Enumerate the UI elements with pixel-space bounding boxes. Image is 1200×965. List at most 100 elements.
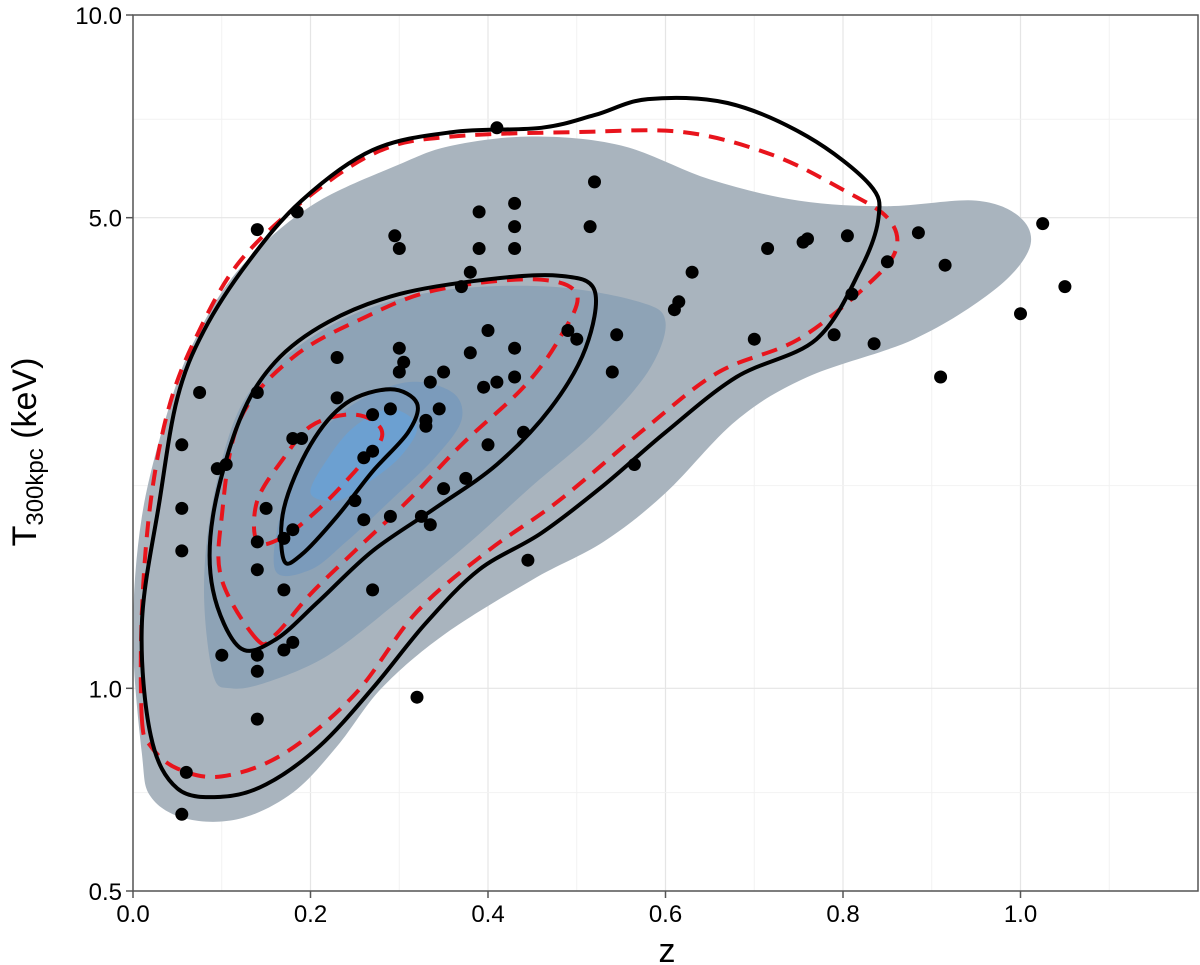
data-point [423,375,437,389]
data-point [193,386,207,399]
data-point [1036,217,1050,231]
data-point [437,365,451,379]
data-point [366,583,380,597]
data-point [481,438,495,452]
dashed-contour-3 [251,412,385,547]
data-point [392,242,406,255]
data-point [383,402,397,416]
data-point [508,196,522,210]
data-point [880,255,894,269]
data-point [588,175,601,189]
data-point [277,531,291,545]
x-axis-title: z [659,932,676,965]
y-tick-label: 1.0 [89,676,122,703]
data-point [801,232,814,246]
data-point [463,265,477,279]
data-point [388,229,402,243]
data-point [583,220,597,234]
data-point [481,324,495,337]
y-axis-title: T300kpc (keV) [6,358,49,547]
data-point [250,223,264,237]
data-point [397,355,411,369]
data-point [605,365,619,379]
data-point [672,295,686,309]
data-point [250,386,264,399]
x-tick-label: 0.6 [649,901,682,928]
data-point [348,494,362,508]
data-point [286,523,300,537]
data-point [215,648,229,662]
data-point [570,332,584,346]
data-point [250,563,264,577]
data-point [392,341,406,355]
x-tick-label: 0.2 [294,901,327,928]
data-point [1014,307,1027,321]
data-point [517,425,530,439]
data-point [508,242,522,255]
data-point [477,380,491,394]
data-point [366,444,380,458]
data-point [219,458,233,471]
data-point [1058,280,1072,294]
y-tick-label: 10.0 [75,3,122,30]
data-point [490,121,504,135]
contour-lines [138,95,900,800]
data-point [508,341,522,355]
density-region-mid [204,285,666,689]
data-point [419,413,433,427]
data-point [685,265,699,279]
data-point [610,328,624,342]
y-axis-title-main: T [6,526,44,547]
data-point [175,544,189,558]
y-tick-label: 5.0 [89,206,122,233]
data-point [175,807,189,821]
x-tick-label: 1.0 [1004,901,1037,928]
data-point [827,328,841,342]
data-point [911,226,925,240]
data-point [472,205,486,219]
data-point [175,438,189,452]
data-point [508,220,522,234]
data-point [286,635,300,649]
data-points [175,121,1072,821]
data-point [330,351,344,364]
data-point [250,648,264,662]
data-point [627,458,641,471]
x-tick-label: 0.4 [471,901,504,928]
y-axis-title-subscript: 300kpc [22,448,49,525]
data-point [277,643,291,657]
data-point [414,509,428,523]
data-point [459,471,473,485]
axes: 0.0 0.2 0.4 0.6 0.8 1.0 0.5 1.0 5.0 10.0 [75,3,1037,928]
data-point [561,324,575,337]
data-point [179,765,193,779]
data-point [867,337,881,351]
data-point [845,287,859,301]
dashed-contour-1 [138,128,900,779]
data-point [366,408,380,422]
data-point [295,432,309,445]
data-point [432,402,446,416]
x-tick-label: 0.0 [116,901,149,928]
solid-contour-2 [207,273,599,653]
data-point [259,501,273,515]
data-point [840,229,854,243]
y-tick-label: 0.5 [89,879,122,906]
data-point [934,370,948,384]
data-point [490,375,504,389]
data-point [290,205,304,219]
solid-contour-3 [279,387,420,566]
data-point [747,332,761,346]
y-axis-title-suffix: (keV) [6,358,44,449]
dashed-contour-2 [216,277,580,647]
data-point [938,258,952,272]
data-point [454,280,468,294]
solid-contour-1 [139,95,882,800]
x-tick-label: 0.8 [826,901,859,928]
data-point [175,501,189,515]
data-point [423,518,437,532]
data-point [463,346,477,360]
data-point [472,242,486,255]
data-point [521,553,535,567]
